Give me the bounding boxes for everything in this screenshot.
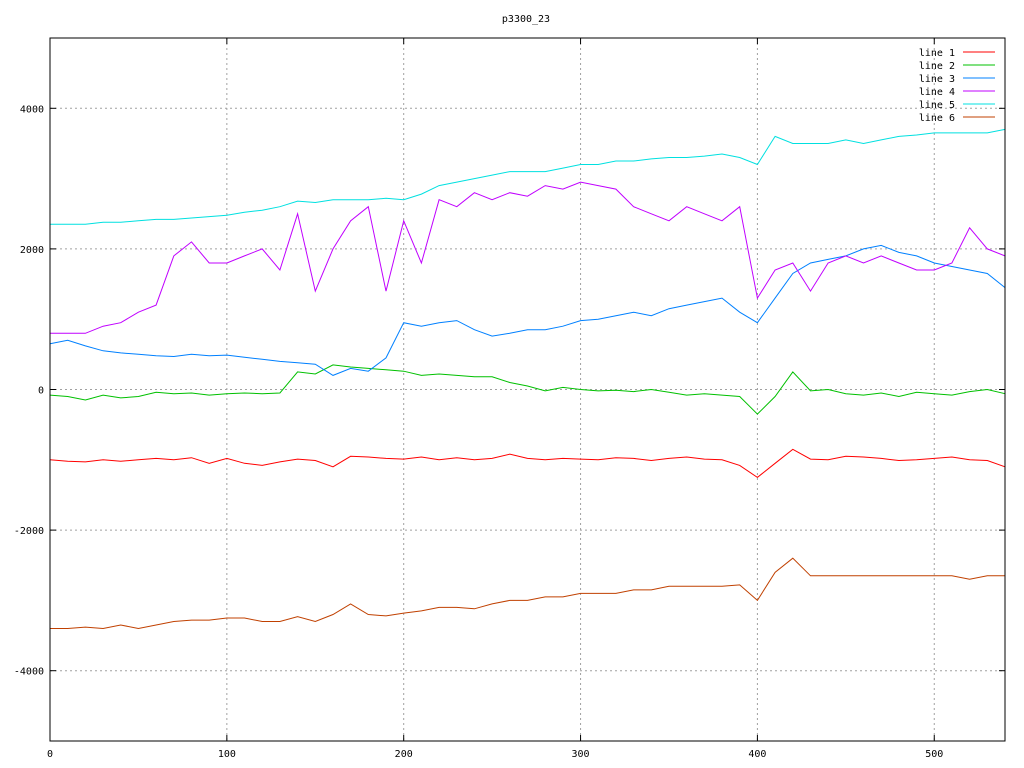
y-tick-label: -4000: [14, 667, 44, 678]
x-tick-label: 400: [748, 749, 766, 760]
chart-title: p3300_23: [502, 14, 550, 25]
y-tick-label: 4000: [20, 104, 44, 115]
series-line-6: [50, 557, 1005, 630]
y-tick-label: -2000: [14, 526, 44, 537]
series-line-1: [49, 448, 1006, 479]
legend-label-6: line 6: [919, 113, 955, 124]
y-tick-label: 0: [38, 386, 44, 397]
x-tick-label: 200: [395, 749, 413, 760]
legend-label-3: line 3: [919, 74, 955, 85]
legend-label-1: line 1: [919, 48, 955, 59]
x-tick-label: 500: [925, 749, 943, 760]
y-tick-label: 2000: [20, 245, 44, 256]
series-line-3: [49, 244, 1006, 376]
grid: [50, 38, 1005, 741]
x-tick-label: 0: [47, 749, 53, 760]
series-line-5: [50, 128, 1006, 225]
legend: line 1 line 2 line 3 line 4 line 5 line 6: [919, 48, 995, 124]
legend-label-2: line 2: [919, 61, 955, 72]
series-line-2: [49, 364, 1006, 415]
axis-ticks: 0 100 200 300 400 500 -4000 -2000 0 2000 4000: [14, 38, 1005, 760]
x-tick-label: 100: [218, 749, 236, 760]
legend-label-4: line 4: [919, 87, 955, 98]
legend-label-5: line 5: [919, 100, 955, 111]
x-tick-label: 300: [572, 749, 590, 760]
series-line-4: [50, 181, 1006, 334]
plot-series: [49, 128, 1006, 630]
